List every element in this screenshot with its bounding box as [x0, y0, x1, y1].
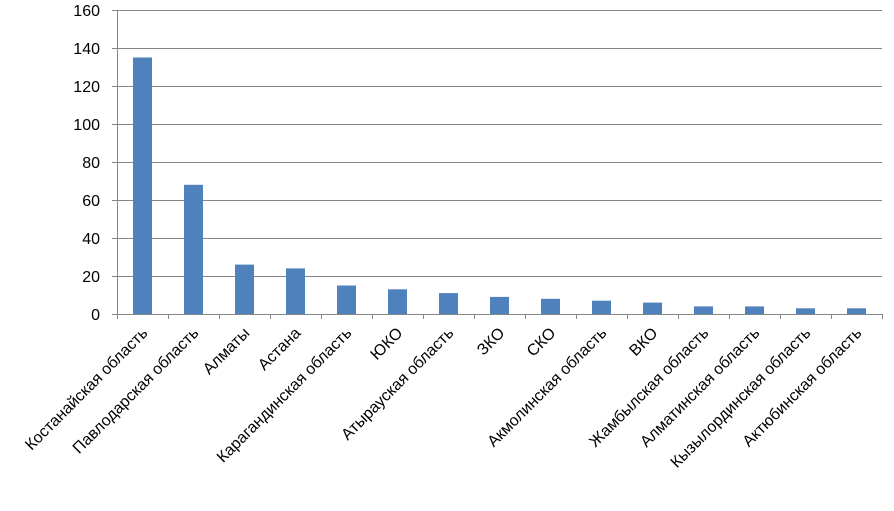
- bar: [388, 289, 407, 314]
- axes: [112, 10, 883, 319]
- y-tick-label: 140: [73, 41, 100, 58]
- bar: [133, 57, 152, 314]
- bar: [286, 268, 305, 314]
- x-category-label: Астана: [255, 325, 304, 374]
- bar: [796, 308, 815, 314]
- y-tick-label: 60: [82, 193, 100, 210]
- bar: [745, 306, 764, 314]
- x-category-label: СКО: [524, 325, 559, 360]
- gridlines: [117, 10, 882, 277]
- y-tick-label: 40: [82, 231, 100, 248]
- bar: [337, 285, 356, 314]
- bar: [439, 293, 458, 314]
- x-category-label: ЗКО: [474, 325, 508, 359]
- bar: [235, 264, 254, 314]
- x-category-label: ЮКО: [368, 325, 407, 364]
- x-category-label: Алматы: [200, 325, 253, 378]
- bar: [592, 300, 611, 314]
- bar: [847, 308, 866, 314]
- bar: [184, 184, 203, 314]
- y-tick-label: 100: [73, 117, 100, 134]
- bar: [541, 298, 560, 314]
- bars: [133, 57, 866, 314]
- x-category-label: ВКО: [626, 325, 661, 360]
- y-tick-labels: 0 20 40 60 80 100 120 140 160: [73, 3, 100, 324]
- y-tick-label: 20: [82, 269, 100, 286]
- y-tick-label: 80: [82, 155, 100, 172]
- bar: [490, 296, 509, 314]
- y-tick-label: 0: [91, 307, 100, 324]
- y-tick-label: 120: [73, 79, 100, 96]
- y-tick-label: 160: [73, 3, 100, 20]
- bar: [643, 302, 662, 314]
- bar: [694, 306, 713, 314]
